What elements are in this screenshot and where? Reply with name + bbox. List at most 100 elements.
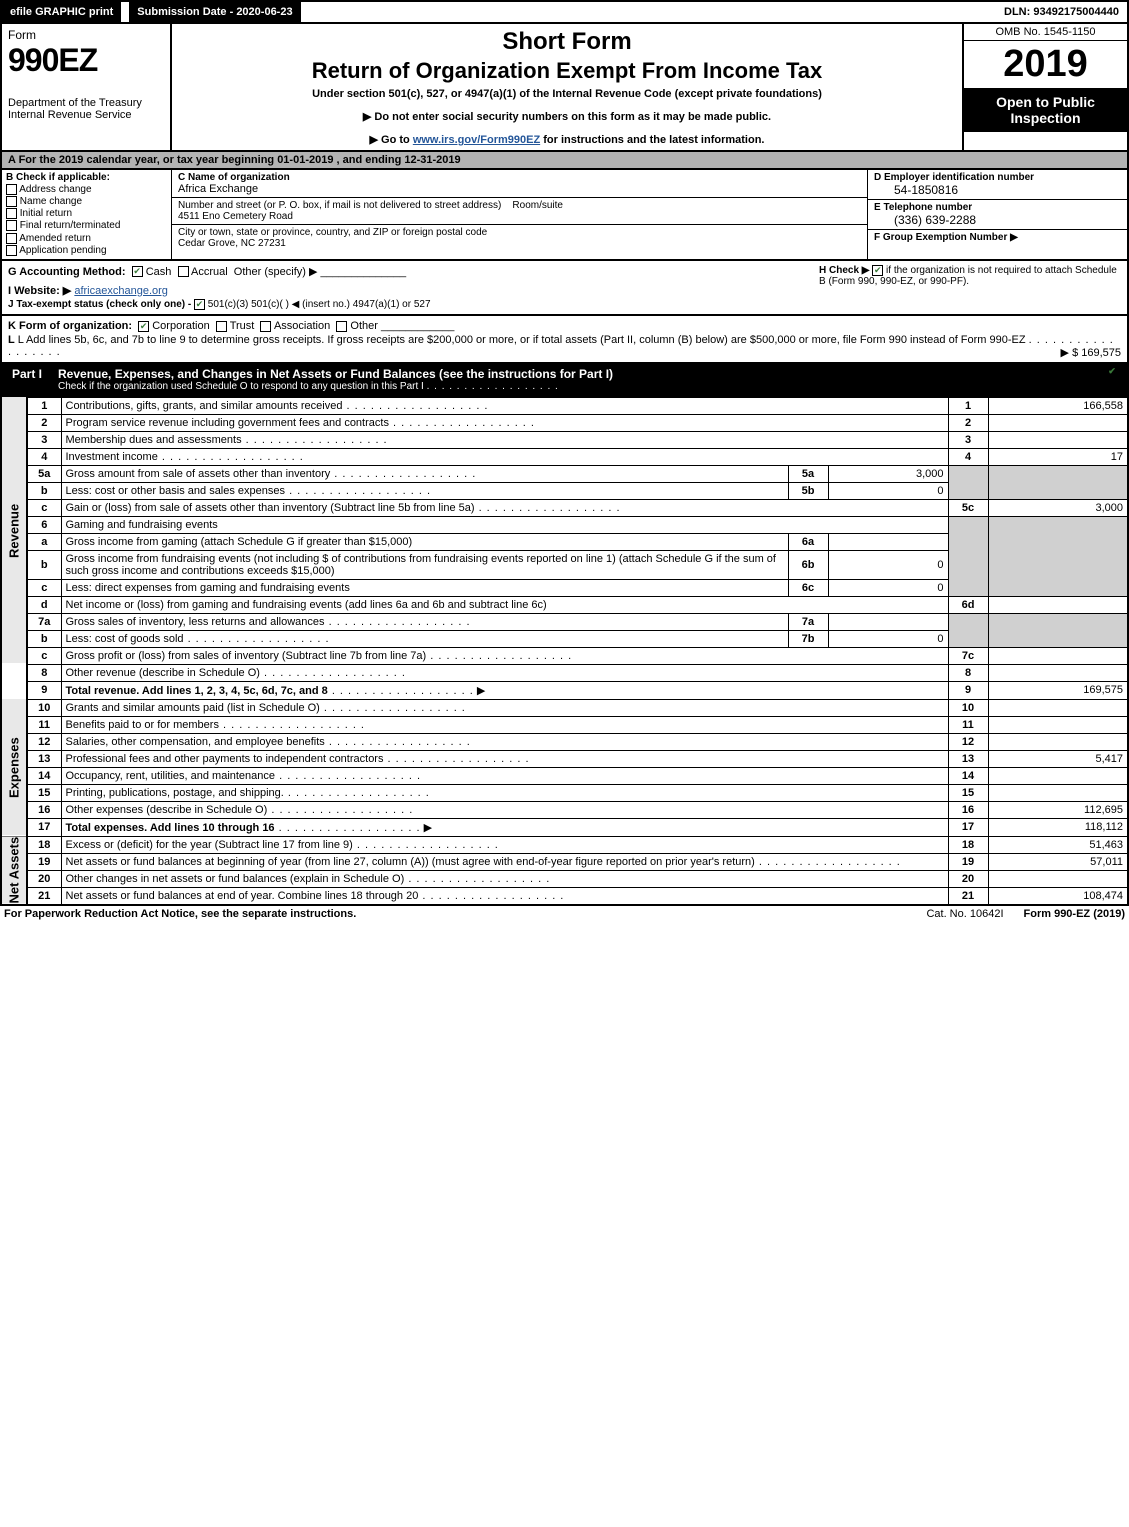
line-19: 19 Net assets or fund balances at beginn… — [1, 853, 1128, 870]
c-label: C Name of organization — [178, 172, 290, 183]
j-label: J Tax-exempt status (check only one) - — [8, 299, 191, 310]
goto-note: ▶ Go to www.irs.gov/Form990EZ for instru… — [178, 133, 956, 146]
g-other: Other (specify) ▶ — [234, 266, 318, 278]
website-link[interactable]: africaexchange.org — [74, 285, 168, 297]
street-label: Number and street (or P. O. box, if mail… — [178, 200, 501, 211]
phone-value: (336) 639-2288 — [874, 213, 976, 227]
d-label: D Employer identification number — [874, 172, 1034, 183]
chk-initial[interactable]: Initial return — [6, 208, 167, 219]
chk-amended[interactable]: Amended return — [6, 233, 167, 244]
line-3: 3 Membership dues and assessments 3 — [1, 431, 1128, 448]
chk-name[interactable]: Name change — [6, 196, 167, 207]
chk-501c3[interactable] — [194, 299, 205, 310]
city-label: City or town, state or province, country… — [178, 227, 487, 238]
line-7a: 7a Gross sales of inventory, less return… — [1, 613, 1128, 630]
line-7c: c Gross profit or (loss) from sales of i… — [1, 647, 1128, 664]
chk-final[interactable]: Final return/terminated — [6, 220, 167, 231]
form-title: Return of Organization Exempt From Incom… — [178, 58, 956, 84]
irs-label: Internal Revenue Service — [8, 109, 164, 121]
omb-number: OMB No. 1545-1150 — [964, 24, 1127, 41]
row-phone: E Telephone number (336) 639-2288 — [868, 200, 1127, 230]
footer-left: For Paperwork Reduction Act Notice, see … — [4, 908, 906, 920]
row-l: L L Add lines 5b, 6c, and 7b to line 9 t… — [8, 334, 1121, 358]
g-label: G Accounting Method: — [8, 266, 126, 278]
b-label: B Check if applicable: — [6, 172, 167, 183]
row-orgname: C Name of organization Africa Exchange — [172, 170, 867, 198]
side-expenses: Expenses — [1, 699, 27, 836]
chk-h[interactable] — [872, 265, 883, 276]
line-13: 13 Professional fees and other payments … — [1, 750, 1128, 767]
efile-label: efile GRAPHIC print — [2, 2, 121, 22]
line-10: Expenses 10 Grants and similar amounts p… — [1, 699, 1128, 716]
chk-accrual[interactable] — [178, 266, 189, 277]
open-public: Open to Public Inspection — [964, 88, 1127, 132]
line-16: 16 Other expenses (describe in Schedule … — [1, 801, 1128, 818]
line-9: 9 Total revenue. Add lines 1, 2, 3, 4, 5… — [1, 681, 1128, 699]
header-left: Form 990EZ Department of the Treasury In… — [2, 24, 172, 150]
f-label: F Group Exemption Number ▶ — [874, 232, 1018, 243]
part1-label: Part I — [2, 364, 52, 395]
l-amount: ▶ $ 169,575 — [1061, 346, 1121, 359]
irs-link[interactable]: www.irs.gov/Form990EZ — [413, 134, 540, 146]
row-j: J Tax-exempt status (check only one) - 5… — [8, 299, 1121, 310]
line-21: 21 Net assets or fund balances at end of… — [1, 887, 1128, 905]
ein-value: 54-1850816 — [874, 183, 958, 197]
line-5c: c Gain or (loss) from sale of assets oth… — [1, 499, 1128, 516]
dln-label: DLN: 93492175004440 — [996, 2, 1127, 22]
line-5a: 5a Gross amount from sale of assets othe… — [1, 465, 1128, 482]
line-6d: d Net income or (loss) from gaming and f… — [1, 596, 1128, 613]
chk-corp[interactable] — [138, 321, 149, 332]
entity-block: B Check if applicable: Address change Na… — [0, 170, 1129, 261]
line-2: 2 Program service revenue including gove… — [1, 414, 1128, 431]
page-footer: For Paperwork Reduction Act Notice, see … — [0, 906, 1129, 922]
submission-date: Submission Date - 2020-06-23 — [127, 2, 300, 22]
city-value: Cedar Grove, NC 27231 — [178, 238, 286, 249]
room-label: Room/suite — [512, 200, 563, 211]
kl-block: K Form of organization: Corporation Trus… — [0, 316, 1129, 364]
section-c: C Name of organization Africa Exchange N… — [172, 170, 867, 259]
g-cash: Cash — [146, 266, 172, 278]
section-def: D Employer identification number 54-1850… — [867, 170, 1127, 259]
lines-table: Revenue 1 Contributions, gifts, grants, … — [0, 397, 1129, 906]
org-name: Africa Exchange — [178, 183, 258, 195]
dept-label: Department of the Treasury — [8, 97, 164, 109]
header-right: OMB No. 1545-1150 2019 Open to Public In… — [962, 24, 1127, 150]
chk-trust[interactable] — [216, 321, 227, 332]
side-netassets: Net Assets — [1, 836, 27, 905]
footer-center: Cat. No. 10642I — [906, 908, 1023, 920]
line-20: 20 Other changes in net assets or fund b… — [1, 870, 1128, 887]
chk-assoc[interactable] — [260, 321, 271, 332]
form-number: 990EZ — [8, 42, 164, 79]
side-revenue: Revenue — [1, 397, 27, 664]
footer-right: Form 990-EZ (2019) — [1024, 908, 1125, 920]
form-header: Form 990EZ Department of the Treasury In… — [0, 24, 1129, 152]
l-text: L Add lines 5b, 6c, and 7b to line 9 to … — [18, 334, 1026, 346]
i-label: I Website: ▶ — [8, 285, 71, 297]
part1-title: Revenue, Expenses, and Changes in Net As… — [52, 364, 1097, 395]
chk-other[interactable] — [336, 321, 347, 332]
line-4: 4 Investment income 4 17 — [1, 448, 1128, 465]
line-12: 12 Salaries, other compensation, and emp… — [1, 733, 1128, 750]
chk-pending[interactable]: Application pending — [6, 245, 167, 256]
chk-cash[interactable] — [132, 266, 143, 277]
tax-year: 2019 — [964, 41, 1127, 88]
e-label: E Telephone number — [874, 202, 972, 213]
line-18: Net Assets 18 Excess or (deficit) for th… — [1, 836, 1128, 853]
top-bar: efile GRAPHIC print Submission Date - 20… — [0, 0, 1129, 24]
method-block: G Accounting Method: Cash Accrual Other … — [0, 261, 1129, 316]
j-opts: 501(c)(3) 501(c)( ) ◀ (insert no.) 4947(… — [208, 299, 431, 310]
goto-post: for instructions and the latest informat… — [543, 134, 764, 146]
form-subtitle: Under section 501(c), 527, or 4947(a)(1)… — [178, 88, 956, 100]
part1-sub: Check if the organization used Schedule … — [58, 381, 1091, 392]
line-1: Revenue 1 Contributions, gifts, grants, … — [1, 397, 1128, 414]
line-17: 17 Total expenses. Add lines 10 through … — [1, 818, 1128, 836]
row-ein: D Employer identification number 54-1850… — [868, 170, 1127, 200]
g-accrual: Accrual — [191, 266, 228, 278]
k-label: K Form of organization: — [8, 320, 132, 332]
tax-year-row: A For the 2019 calendar year, or tax yea… — [0, 152, 1129, 170]
chk-schedo[interactable] — [1107, 366, 1118, 377]
row-city: City or town, state or province, country… — [172, 225, 867, 251]
header-center: Short Form Return of Organization Exempt… — [172, 24, 962, 150]
row-group: F Group Exemption Number ▶ — [868, 230, 1127, 245]
chk-address[interactable]: Address change — [6, 184, 167, 195]
